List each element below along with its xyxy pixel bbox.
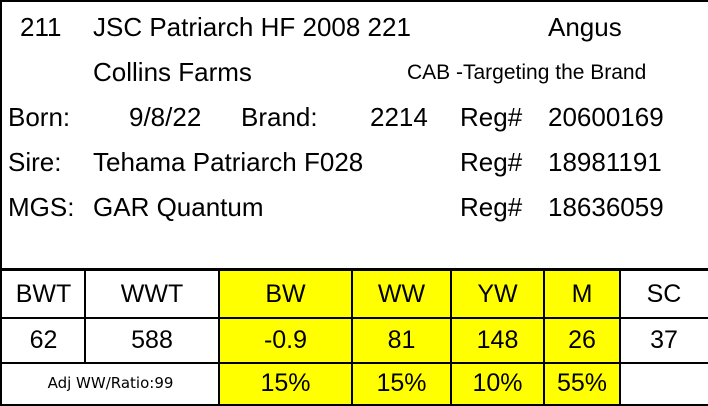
sire-label: Sire: xyxy=(8,147,62,177)
value-m: 26 xyxy=(568,326,596,354)
mgs-reg-label: Reg# xyxy=(460,192,523,222)
header-sc: SC xyxy=(646,280,682,308)
col-rule-5 xyxy=(543,269,545,405)
pct-bw: 15% xyxy=(260,369,311,397)
sire-value: Tehama Patriarch F028 xyxy=(93,147,364,177)
col-rule-6 xyxy=(619,269,621,405)
mgs-value: GAR Quantum xyxy=(93,192,264,222)
brand-label: Brand: xyxy=(241,102,318,132)
border-top xyxy=(0,0,708,2)
col-rule-3 xyxy=(351,269,353,405)
col-rule-1 xyxy=(84,269,86,363)
col-rule-2 xyxy=(218,269,220,405)
header-m: M xyxy=(571,280,593,308)
table-top-rule xyxy=(0,268,708,271)
brand-value: 2214 xyxy=(370,102,428,132)
value-sc: 37 xyxy=(650,326,678,354)
value-bwt: 62 xyxy=(29,326,58,354)
value-bw: -0.9 xyxy=(263,326,308,354)
header-yw: YW xyxy=(477,280,518,308)
owner: Collins Farms xyxy=(93,57,252,87)
adj-ww-ratio: Adj WW/Ratio:99 xyxy=(47,374,174,392)
born-label: Born: xyxy=(8,102,71,132)
pct-ww: 15% xyxy=(376,369,427,397)
col-rule-4 xyxy=(450,269,452,405)
program: CAB -Targeting the Brand xyxy=(407,61,647,84)
mgs-label: MGS: xyxy=(8,192,75,222)
sire-reg-label: Reg# xyxy=(460,147,523,177)
reg-label: Reg# xyxy=(460,102,523,132)
values-rule xyxy=(0,362,708,364)
born-value: 9/8/22 xyxy=(129,102,202,132)
breed: Angus xyxy=(548,12,622,42)
border-left xyxy=(0,0,2,406)
header-bwt: BWT xyxy=(15,280,72,308)
header-ww: WW xyxy=(377,280,426,308)
mgs-reg-number: 18636059 xyxy=(548,192,664,222)
header-rule xyxy=(0,317,708,319)
sire-reg-number: 18981191 xyxy=(548,147,662,177)
animal-number: 211 xyxy=(20,12,62,42)
value-yw: 148 xyxy=(476,326,519,354)
border-bottom xyxy=(0,404,708,406)
highlight-pct xyxy=(219,363,620,404)
reg-number: 20600169 xyxy=(548,102,664,132)
value-wwt: 588 xyxy=(131,326,173,354)
header-wwt: WWT xyxy=(120,280,184,308)
pct-m: 55% xyxy=(556,369,608,397)
pct-yw: 10% xyxy=(472,369,523,397)
animal-name: JSC Patriarch HF 2008 221 xyxy=(93,12,411,42)
header-bw: BW xyxy=(265,280,306,308)
value-ww: 81 xyxy=(387,326,416,354)
